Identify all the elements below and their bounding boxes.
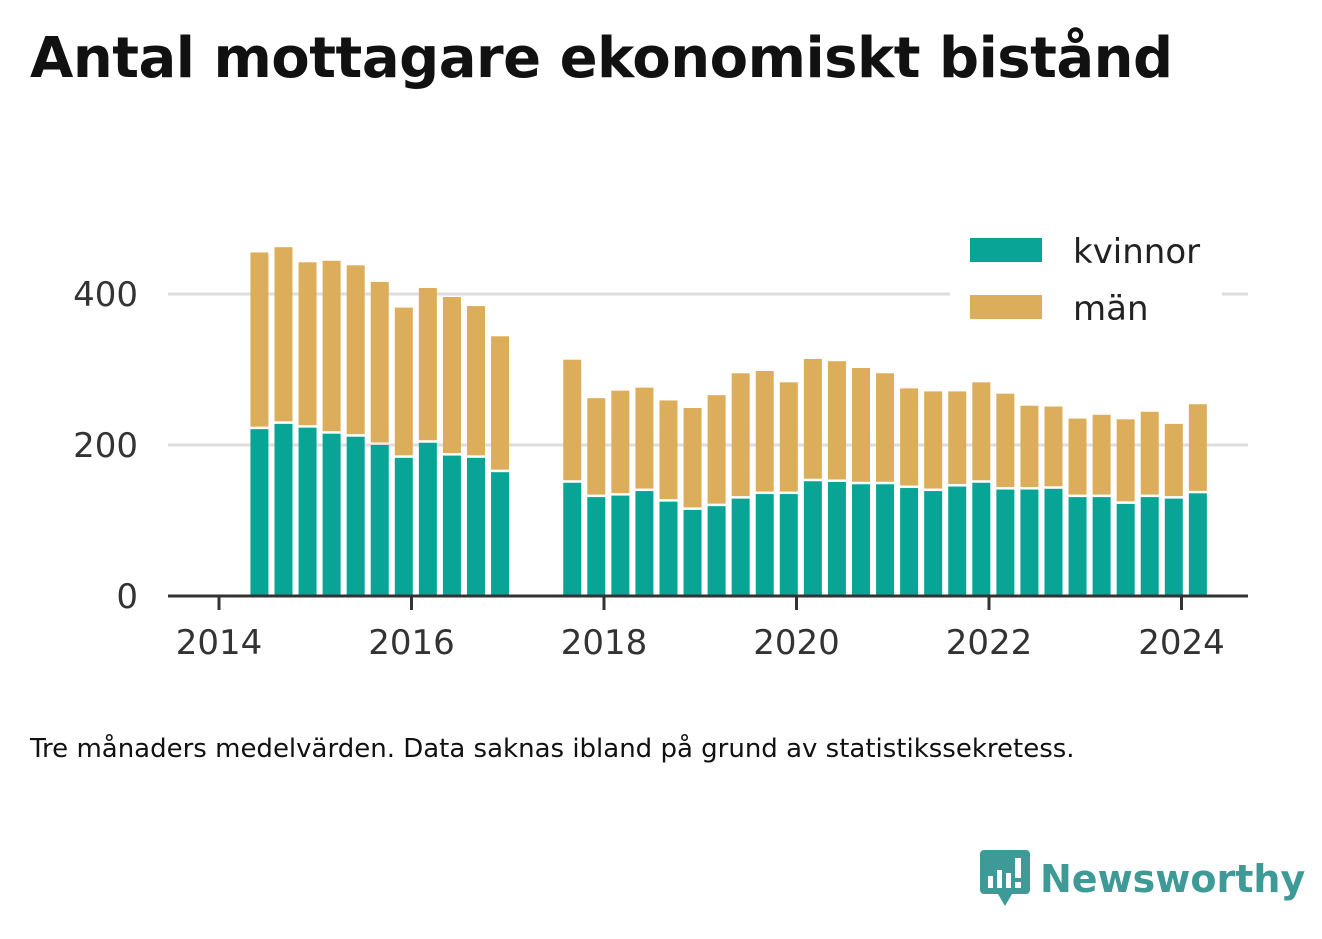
bar-kvinnor-32: [1068, 497, 1087, 596]
bar-man-27: [948, 391, 967, 485]
bar-kvinnor-2: [298, 427, 317, 596]
bar-kvinnor-30: [1020, 489, 1039, 596]
bar-man-35: [1140, 411, 1159, 495]
y-tick-label-200: 200: [73, 426, 138, 466]
bar-kvinnor-18: [731, 498, 750, 596]
bar-man-1: [274, 247, 293, 422]
bar-kvinnor-29: [996, 489, 1015, 596]
bar-kvinnor-31: [1044, 488, 1063, 596]
bar-man-14: [635, 387, 654, 489]
bar-man-25: [900, 388, 919, 486]
bar-man-13: [611, 390, 630, 494]
bar-kvinnor-10: [491, 472, 510, 596]
bar-man-31: [1044, 406, 1063, 487]
bar-kvinnor-22: [827, 481, 846, 596]
bar-kvinnor-35: [1140, 497, 1159, 596]
bar-kvinnor-9: [466, 457, 485, 596]
bar-man-11: [563, 359, 582, 481]
footnote: Tre månaders medelvärden. Data saknas ib…: [30, 734, 1075, 764]
bar-kvinnor-34: [1116, 503, 1135, 596]
bar-man-37: [1188, 404, 1207, 491]
bars: [250, 247, 1207, 596]
bar-man-18: [731, 373, 750, 497]
bar-man-0: [250, 252, 269, 427]
legend: kvinnor män: [950, 228, 1222, 338]
bar-man-29: [996, 393, 1015, 488]
legend-label-kvinnor: kvinnor: [1073, 232, 1200, 272]
bar-kvinnor-0: [250, 429, 269, 596]
bar-man-6: [394, 307, 413, 456]
bar-kvinnor-37: [1188, 493, 1207, 596]
bar-man-32: [1068, 418, 1087, 495]
bar-man-12: [587, 398, 606, 495]
brand-name: Newsworthy: [1040, 857, 1306, 901]
bar-man-21: [803, 358, 822, 479]
bar-man-23: [851, 367, 870, 482]
bar-man-4: [346, 265, 365, 435]
bar-kvinnor-19: [755, 494, 774, 596]
x-tick-label-2014: 2014: [176, 623, 263, 663]
bar-man-7: [418, 287, 437, 441]
x-tick-label-2018: 2018: [561, 623, 648, 663]
stacked-bar-chart: 0 200 400 2014 2016 2018 2020 2022 2024 kvinnor …: [73, 228, 1248, 663]
y-tick-label-0: 0: [116, 577, 138, 617]
bar-kvinnor-5: [370, 445, 389, 596]
bar-man-16: [683, 408, 702, 508]
bar-man-2: [298, 262, 317, 426]
bar-kvinnor-21: [803, 481, 822, 596]
legend-label-man: män: [1073, 289, 1149, 329]
bar-kvinnor-24: [876, 484, 895, 596]
chart-title: Antal mottagare ekonomiskt bistånd: [30, 26, 1173, 91]
bar-man-17: [707, 395, 726, 504]
newsworthy-logo-icon: [980, 850, 1030, 906]
y-tick-label-400: 400: [73, 275, 138, 315]
bar-man-22: [827, 361, 846, 480]
bar-kvinnor-25: [900, 488, 919, 596]
bar-man-36: [1164, 423, 1183, 497]
x-tick-label-2022: 2022: [946, 623, 1033, 663]
bar-man-9: [466, 306, 485, 456]
legend-swatch-kvinnor: [970, 238, 1042, 262]
bar-man-3: [322, 260, 341, 432]
bar-kvinnor-13: [611, 495, 630, 596]
bar-man-28: [972, 382, 991, 481]
bar-kvinnor-12: [587, 497, 606, 596]
bar-kvinnor-14: [635, 491, 654, 596]
bar-kvinnor-4: [346, 436, 365, 596]
bar-kvinnor-23: [851, 484, 870, 596]
legend-swatch-man: [970, 295, 1042, 319]
bar-kvinnor-6: [394, 457, 413, 596]
bar-man-33: [1092, 414, 1111, 495]
bar-kvinnor-17: [707, 506, 726, 596]
bar-man-8: [442, 297, 461, 454]
bar-kvinnor-26: [924, 491, 943, 596]
x-tick-label-2024: 2024: [1138, 623, 1225, 663]
bar-man-19: [755, 371, 774, 492]
bar-kvinnor-27: [948, 486, 967, 596]
bar-man-26: [924, 391, 943, 489]
bar-kvinnor-15: [659, 501, 678, 596]
bar-kvinnor-36: [1164, 498, 1183, 596]
bar-man-34: [1116, 419, 1135, 502]
bar-kvinnor-28: [972, 482, 991, 596]
bar-kvinnor-16: [683, 509, 702, 596]
bar-man-15: [659, 400, 678, 500]
bar-man-5: [370, 281, 389, 443]
bar-kvinnor-20: [779, 494, 798, 596]
x-tick-label-2016: 2016: [368, 623, 455, 663]
bar-kvinnor-8: [442, 455, 461, 596]
bar-kvinnor-33: [1092, 497, 1111, 596]
bar-kvinnor-1: [274, 423, 293, 596]
bar-man-10: [491, 336, 510, 470]
x-tick-label-2020: 2020: [753, 623, 840, 663]
axes: 0 200 400 2014 2016 2018 2020 2022 2024: [73, 275, 1248, 663]
bar-kvinnor-11: [563, 482, 582, 596]
bar-kvinnor-7: [418, 442, 437, 596]
brand-logo: Newsworthy: [980, 848, 1305, 910]
bar-man-24: [876, 373, 895, 482]
bar-kvinnor-3: [322, 433, 341, 596]
bar-man-30: [1020, 405, 1039, 488]
bar-man-20: [779, 382, 798, 492]
